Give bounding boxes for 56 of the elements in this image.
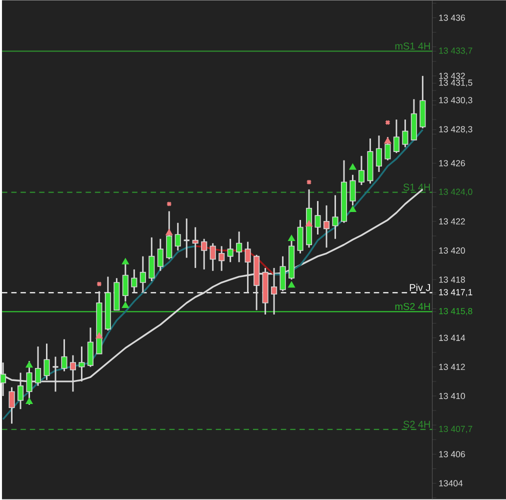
candlestick (358, 155, 364, 186)
y-tick-label: 13 415,8 (439, 308, 472, 316)
candlestick (236, 231, 242, 264)
candlestick (227, 238, 234, 264)
candlestick (244, 241, 251, 294)
y-tick-label: 13404 (439, 480, 463, 487)
candlestick (192, 226, 198, 269)
candlestick (87, 327, 94, 368)
ref-line-label: S1 4H (403, 184, 430, 191)
candlestick (332, 194, 338, 240)
point (306, 180, 312, 185)
y-tick-label: 13 432 (439, 73, 465, 80)
y-tick-label: 13 420 (439, 248, 465, 254)
candlestick (280, 256, 286, 292)
y-tick-label: 13 436 (439, 14, 465, 22)
ref-line-label: Piv J (410, 284, 430, 292)
y-tick-label: 13 433,7 (439, 48, 472, 56)
candlestick (174, 222, 181, 252)
candlestick (148, 236, 155, 282)
y-tick-label: 13 406 (439, 451, 465, 458)
y-tick-label: 13 426 (439, 160, 465, 167)
candlestick (297, 219, 304, 254)
point (96, 282, 102, 287)
candlestick (314, 200, 321, 236)
candlestick (183, 218, 190, 259)
y-tick-label: 13 410 (439, 393, 465, 400)
candlestick (393, 119, 400, 154)
candlestick (323, 204, 330, 249)
ref-line-label: mS2 4H (395, 303, 430, 310)
y-tick-label: 13 418 (439, 276, 465, 283)
point (166, 202, 172, 207)
y-tick-label: 13 424,0 (439, 188, 472, 196)
candlestick (218, 246, 225, 272)
y-tick-label: 13 417,1 (439, 289, 472, 297)
y-tick-label: 13 407,7 (439, 426, 472, 434)
y-tick-label: 13 422 (439, 218, 465, 225)
candlestick (140, 256, 146, 294)
y-tick-label: 13 431,5 (439, 80, 472, 88)
ref-line-label: S2 4H (403, 421, 430, 428)
y-tick-label: 13 414 (439, 334, 466, 342)
candlestick (271, 267, 278, 316)
y-tick-label: 13 428,3 (439, 126, 472, 134)
candlestick (201, 238, 208, 270)
candlestick (131, 268, 138, 294)
candlestick (210, 242, 216, 272)
candlestick (8, 386, 15, 425)
candlestick (376, 135, 382, 173)
ref-line-label: mS1 4H (395, 42, 430, 50)
point (385, 120, 390, 126)
y-tick-label: 13 412 (439, 364, 465, 370)
candlestick (402, 119, 408, 148)
candlestick (166, 210, 172, 260)
candlestick (157, 238, 164, 272)
candlestick (384, 136, 391, 162)
y-tick-label: 13 430,3 (439, 97, 472, 104)
candlestick (61, 338, 68, 372)
